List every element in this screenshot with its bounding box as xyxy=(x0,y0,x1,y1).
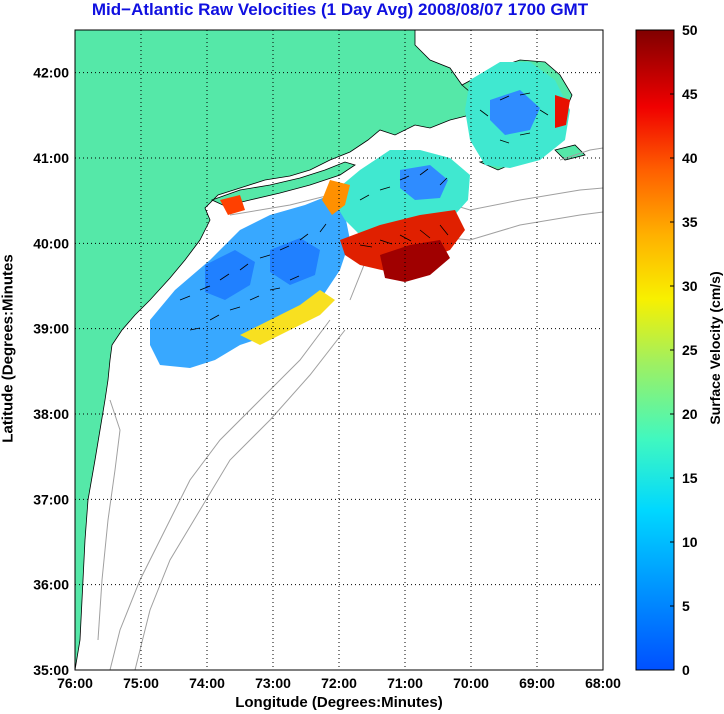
map-grid xyxy=(75,30,603,670)
colorbar-tick-label: 25 xyxy=(682,342,698,358)
colorbar-tick-label: 35 xyxy=(682,214,698,230)
colorbar-tick-label: 20 xyxy=(682,406,698,422)
colorbar-tick-label: 15 xyxy=(682,470,698,486)
colorbar-tick-label: 40 xyxy=(682,150,698,166)
y-tick-label: 35:00 xyxy=(33,662,69,678)
colorbar-tick-label: 45 xyxy=(682,86,698,102)
land-long-island xyxy=(210,161,356,207)
y-tick-label: 42:00 xyxy=(33,65,69,81)
y-tick-label: 40:00 xyxy=(33,235,69,251)
x-tick-label: 69:00 xyxy=(519,675,555,691)
colorbar-tick-label: 5 xyxy=(682,598,690,614)
velocity-field xyxy=(150,62,570,368)
colorbar xyxy=(635,29,675,671)
y-axis-ticks: 42:00 41:00 40:00 39:00 38:00 37:00 36:00 35:00 xyxy=(33,65,69,678)
x-tick-label: 72:00 xyxy=(321,675,357,691)
x-tick-label: 73:00 xyxy=(255,675,291,691)
y-tick-label: 38:00 xyxy=(33,406,69,422)
bathymetry-contours xyxy=(97,147,603,670)
colorbar-tick-label: 10 xyxy=(682,534,698,550)
x-tick-label: 76:00 xyxy=(57,675,93,691)
x-tick-label: 71:00 xyxy=(387,675,423,691)
colorbar-tick-label: 0 xyxy=(682,662,690,678)
plot-frame xyxy=(74,29,604,671)
x-axis-ticks: 76:00 75:00 74:00 73:00 72:00 71:00 70:00 69:00… xyxy=(57,675,621,691)
x-axis-label: Longitude (Degrees:Minutes) xyxy=(235,694,443,711)
y-tick-label: 39:00 xyxy=(33,321,69,337)
colorbar-tick-label: 50 xyxy=(682,22,698,38)
x-tick-label: 75:00 xyxy=(123,675,159,691)
map-title: Mid−Atlantic Raw Velocities (1 Day Avg) … xyxy=(91,0,589,19)
x-tick-label: 68:00 xyxy=(585,675,621,691)
y-tick-label: 41:00 xyxy=(33,150,69,166)
y-tick-label: 37:00 xyxy=(33,491,69,507)
x-tick-label: 70:00 xyxy=(453,675,489,691)
x-tick-label: 74:00 xyxy=(189,675,225,691)
colorbar-tick-label: 30 xyxy=(682,278,698,294)
y-tick-label: 36:00 xyxy=(33,577,69,593)
